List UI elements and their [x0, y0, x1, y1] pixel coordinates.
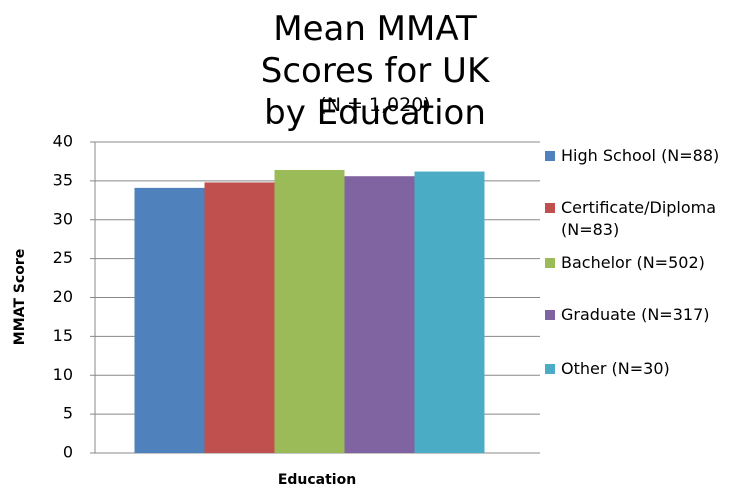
legend-key: [545, 364, 555, 374]
bar: [204, 182, 275, 453]
y-tick-label: 20: [53, 287, 73, 306]
y-axis-label: MMAT Score: [12, 249, 28, 345]
x-axis-label: Education: [278, 472, 356, 488]
legend-label: High School (N=88): [561, 146, 720, 165]
y-tick-label: 5: [63, 404, 73, 423]
y-tick-label: 0: [63, 443, 73, 462]
bar: [274, 169, 345, 454]
legend-label: Graduate (N=317): [561, 305, 710, 324]
y-tick-label: 10: [53, 365, 73, 384]
y-tick-label: 15: [53, 326, 73, 345]
bar: [344, 176, 415, 453]
y-tick-label: 30: [53, 209, 73, 228]
legend-key: [545, 203, 555, 213]
legend-key: [545, 151, 555, 161]
legend-key: [545, 258, 555, 268]
y-tick-label: 40: [53, 132, 73, 151]
chart-subtitle: (N = 1,020): [319, 94, 431, 116]
legend-key: [545, 310, 555, 320]
y-tick-label: 35: [53, 170, 73, 189]
legend-label: Certificate/Diploma (N=83): [561, 198, 717, 239]
bar: [414, 171, 485, 454]
legend-label: Bachelor (N=502): [561, 253, 705, 272]
legend-label: Other (N=30): [561, 359, 670, 378]
chart-title: Mean MMAT Scores for UK by Education: [260, 9, 490, 133]
y-tick-label: 25: [53, 248, 73, 267]
bar: [134, 187, 205, 453]
